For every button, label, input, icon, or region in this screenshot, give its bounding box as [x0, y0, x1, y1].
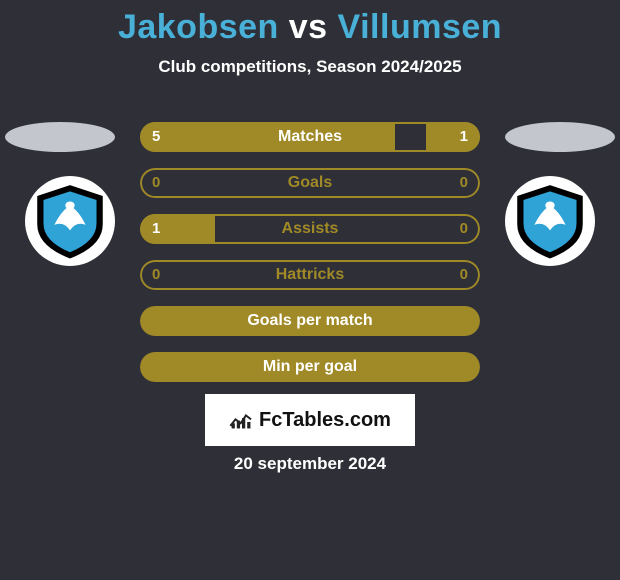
stat-row: Goals per match [140, 306, 480, 336]
date-label: 20 september 2024 [0, 454, 620, 474]
stat-label: Matches [140, 122, 480, 152]
stat-value-right: 0 [460, 260, 468, 290]
stat-value-left: 0 [152, 168, 160, 198]
subtitle: Club competitions, Season 2024/2025 [0, 57, 620, 77]
title-vs: vs [289, 8, 328, 46]
stat-value-left: 5 [152, 122, 160, 152]
stat-row: Matches5 1 [140, 122, 480, 152]
stat-label: Hattricks [140, 260, 480, 290]
title-player1: Jakobsen [118, 8, 279, 46]
stat-value-left: 1 [152, 214, 160, 244]
club-shield-icon [31, 182, 109, 260]
stat-value-left: 0 [152, 260, 160, 290]
stat-label: Min per goal [140, 352, 480, 382]
stat-label: Assists [140, 214, 480, 244]
footer-brand-text: FcTables.com [259, 409, 391, 432]
stat-value-right: 0 [460, 168, 468, 198]
page-title: Jakobsen vs Villumsen [0, 0, 620, 47]
stat-label: Goals per match [140, 306, 480, 336]
stat-label: Goals [140, 168, 480, 198]
stat-value-right: 0 [460, 214, 468, 244]
player1-club-badge [25, 176, 115, 266]
title-player2: Villumsen [338, 8, 503, 46]
player2-club-badge [505, 176, 595, 266]
stat-row: Min per goal [140, 352, 480, 382]
stat-row: Hattricks0 0 [140, 260, 480, 290]
stats-rows: Matches51Goals00Assists10Hattricks00Goal… [140, 122, 480, 398]
stat-row: Goals0 0 [140, 168, 480, 198]
player1-oval [5, 122, 115, 152]
stat-value-right: 1 [460, 122, 468, 152]
player2-oval [505, 122, 615, 152]
stat-row: Assists1 0 [140, 214, 480, 244]
chart-icon [229, 410, 255, 430]
club-shield-icon [511, 182, 589, 260]
footer-brand: FcTables.com [205, 394, 415, 446]
